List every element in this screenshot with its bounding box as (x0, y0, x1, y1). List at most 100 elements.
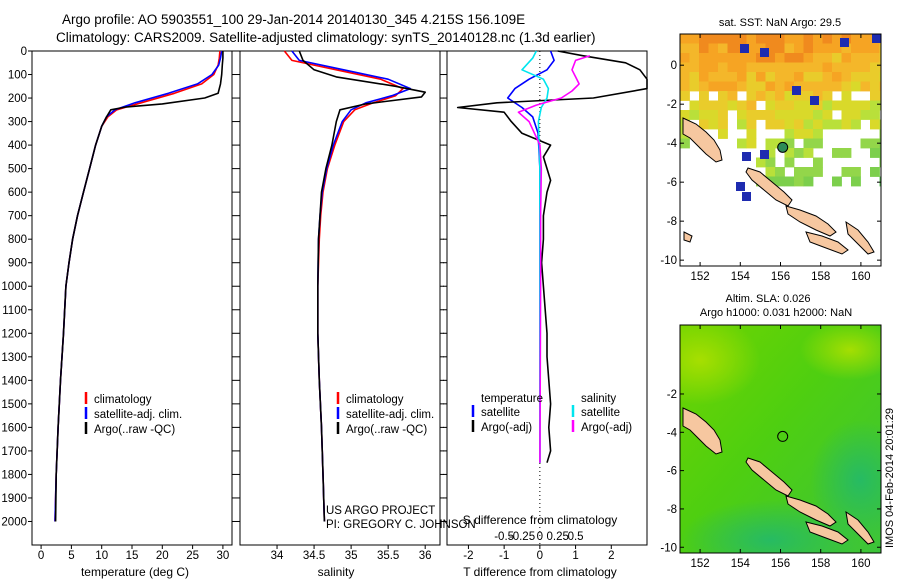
sst-cell (746, 91, 757, 101)
sst-cell (680, 81, 690, 92)
sst-cell (841, 72, 852, 82)
sst-cell (689, 34, 700, 44)
map-x-tick-label: 154 (731, 558, 751, 570)
sst-cell (756, 62, 766, 73)
series-line-argo-raw-qc- (54, 51, 224, 522)
sst-cell (708, 53, 719, 63)
sst-cell (879, 72, 881, 82)
sst-cell (794, 91, 804, 101)
sst-cell (851, 53, 861, 63)
sst-cell (718, 91, 728, 101)
island-small (683, 231, 693, 243)
sst-cell (784, 129, 795, 139)
sst-cell (803, 43, 814, 54)
map-x-tick-label: 152 (691, 558, 710, 570)
map-y-tick-label: -6 (667, 177, 677, 189)
sst-cell (765, 62, 776, 73)
t-x-tick-label: 1 (572, 550, 578, 562)
sst-cell (832, 100, 842, 111)
s-x-tick-label: -0.5 (494, 531, 514, 543)
sst-cell (832, 62, 842, 73)
sst-cell (870, 138, 880, 149)
sst-cell (727, 43, 738, 54)
series-line-salinity-argo-adj- (517, 54, 591, 463)
sst-cell (727, 53, 738, 63)
map-y-tick-label: -4 (667, 138, 678, 150)
sst-cell (699, 100, 709, 111)
project-annotation: US ARGO PROJECT (326, 505, 435, 517)
sst-cell (803, 81, 814, 92)
sst-cell (765, 138, 776, 149)
sst-cell (727, 34, 738, 44)
salinity-axes-frame (239, 50, 441, 546)
sst-cell (765, 34, 776, 44)
sst-cell (822, 34, 833, 44)
map-y-tick-label: -2 (667, 389, 677, 401)
map-x-tick-label: 158 (811, 558, 830, 570)
sst-cell (822, 72, 833, 82)
sst-cell (841, 62, 852, 73)
sst-cell (737, 110, 747, 120)
s-x-tick-label: 0.5 (568, 531, 584, 543)
depth-tick-label: 0 (21, 46, 27, 58)
sst-cell (746, 110, 757, 120)
sst-cell (784, 148, 795, 158)
sst-cell (851, 81, 861, 92)
temperature-legend: climatology satellite-adj. clim. Argo(..… (84, 392, 182, 436)
sst-cell-cold (810, 96, 819, 105)
sst-cell (832, 43, 842, 54)
sst-cell (794, 119, 804, 130)
depth-tick-label: 500 (8, 164, 27, 176)
sst-cell (870, 53, 880, 63)
sst-cell (870, 119, 880, 130)
sst-cell (841, 81, 852, 92)
sst-cell (746, 81, 757, 92)
sst-cell (746, 53, 757, 63)
sst-cell (784, 43, 795, 54)
sst-cell (737, 62, 747, 73)
x-tick-label: 0 (38, 550, 44, 562)
x-tick-label: 35.5 (377, 550, 399, 562)
sst-cell (832, 81, 842, 92)
depth-tick-label: 100 (8, 70, 27, 82)
sla-shade-mid (810, 420, 881, 540)
series-line-argo-raw-qc- (298, 50, 427, 522)
sst-cell (851, 176, 861, 187)
temperature-axes-frame (31, 50, 233, 546)
sst-cell-cold (740, 44, 749, 53)
sst-cell-cold (760, 150, 769, 159)
legend-temperature-title: temperature (481, 393, 543, 405)
depth-tick-label: 900 (8, 258, 27, 270)
temperature-plot: 0 5 10 15 20 25 30 (38, 50, 229, 562)
sst-cell (765, 119, 776, 130)
map-y-tick-label: -8 (667, 216, 677, 228)
sst-cell-cold (736, 182, 745, 191)
sst-cell (803, 62, 814, 73)
sst-cell (794, 100, 804, 111)
sst-cell (680, 53, 690, 63)
sst-cell (718, 53, 728, 63)
x-tick-label: 20 (156, 550, 169, 562)
sst-cell (718, 34, 728, 44)
sst-cell (756, 157, 766, 168)
sst-cell (860, 72, 871, 82)
sst-cell (813, 34, 823, 44)
sst-cell (756, 34, 766, 44)
sst-cell (870, 110, 880, 120)
sst-cell (794, 72, 804, 82)
depth-tick-label: 200 (8, 93, 27, 105)
sst-cell (699, 110, 709, 120)
sst-cell-cold (872, 34, 881, 43)
map-x-tick-label: 156 (771, 558, 790, 570)
sst-cell (879, 100, 881, 111)
sst-cell (879, 91, 881, 101)
sst-cell (832, 34, 842, 44)
sst-cell (680, 62, 690, 73)
t-x-tick-label: -2 (463, 550, 473, 562)
sst-cell (708, 62, 719, 73)
map-y-tick-label: -4 (667, 427, 678, 439)
sst-cell (765, 157, 776, 168)
sst-cell (794, 43, 804, 54)
sst-cell (765, 110, 776, 120)
